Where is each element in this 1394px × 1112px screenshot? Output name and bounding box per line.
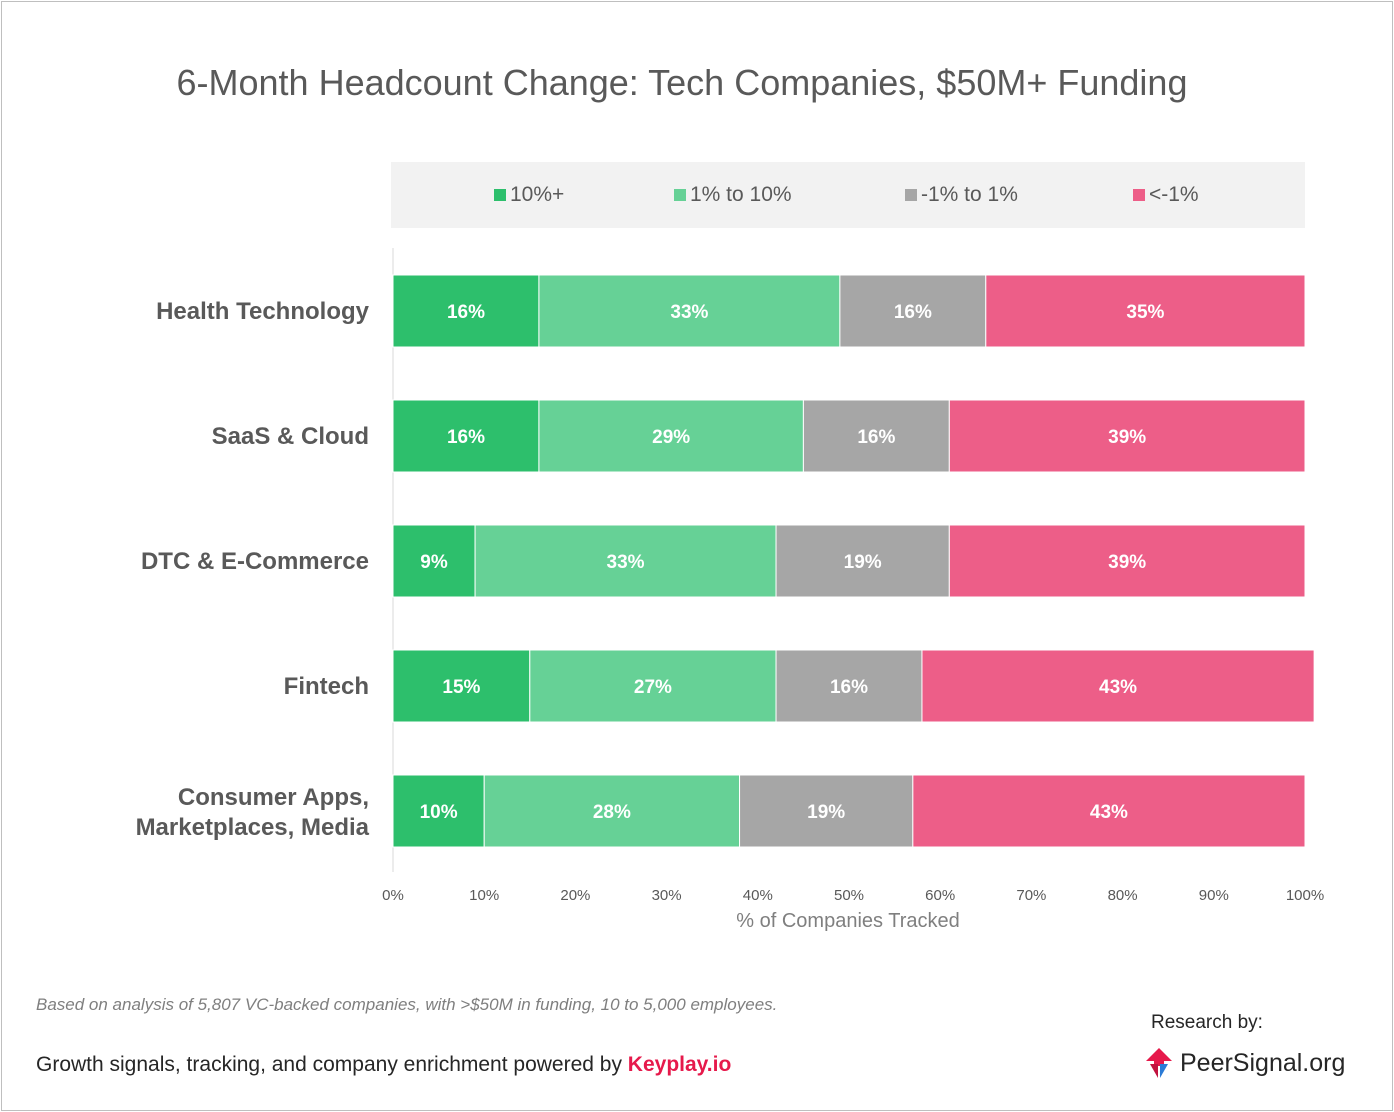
bar-data-label: 19% (844, 552, 882, 573)
legend-item-below-neg1: <-1% (1133, 183, 1199, 207)
legend-swatch-neg1-to-1 (905, 189, 917, 201)
bar-data-label: 16% (894, 302, 932, 323)
bar-segment (474, 524, 777, 598)
x-tick-label: 20% (560, 887, 590, 904)
bar-segment (392, 399, 540, 473)
bar-segment (392, 774, 485, 848)
bar-segment (948, 399, 1306, 473)
legend-item-10-plus: 10%+ (494, 183, 564, 207)
bar-segment (739, 774, 914, 848)
x-tick-label: 0% (382, 887, 404, 904)
bar-segment (802, 399, 950, 473)
bar-segment (985, 274, 1306, 348)
bar-segment (392, 649, 531, 723)
category-label-consumer-apps: Consumer Apps, Marketplaces, Media (135, 784, 369, 841)
x-tick-label: 10% (469, 887, 499, 904)
bar-data-label: 9% (420, 552, 448, 573)
credit-line: Growth signals, tracking, and company en… (36, 1053, 731, 1077)
bar-segment (912, 774, 1306, 848)
x-tick-label: 30% (652, 887, 682, 904)
bar-segment (392, 274, 540, 348)
x-tick-label: 90% (1199, 887, 1229, 904)
legend-label-below-neg1: <-1% (1149, 183, 1199, 206)
bar-segment (538, 274, 841, 348)
category-label-saas-cloud: SaaS & Cloud (211, 423, 369, 450)
peersignal-logo-text: PeerSignal.org (1180, 1048, 1346, 1077)
legend-label-1-to-10: 1% to 10% (690, 183, 792, 206)
bar-data-label: 27% (634, 677, 672, 698)
bar-segment (921, 649, 1315, 723)
category-label-dtc-ecommerce: DTC & E-Commerce (140, 548, 369, 575)
bar-segment (775, 649, 923, 723)
bar-data-label: 43% (1090, 802, 1128, 823)
bar-segment (529, 649, 777, 723)
bar-data-label: 43% (1099, 677, 1137, 698)
bar-data-label: 33% (670, 302, 708, 323)
bar-data-label: 39% (1108, 427, 1146, 448)
bar-data-label: 10% (420, 802, 458, 823)
bar-data-label: 29% (652, 427, 690, 448)
legend-swatch-1-to-10 (674, 189, 686, 201)
x-tick-label: 60% (925, 887, 955, 904)
legend-swatch-below-neg1 (1133, 189, 1145, 201)
bar-data-label: 16% (447, 302, 485, 323)
legend: 10%+ 1% to 10% -1% to 1% <-1% (391, 162, 1305, 228)
bar-data-label: 15% (442, 677, 480, 698)
peersignal-logo[interactable]: PeerSignal.org (1146, 1048, 1345, 1078)
bar-data-label: 39% (1108, 552, 1146, 573)
bar-data-label: 16% (447, 427, 485, 448)
bar-segment (538, 399, 804, 473)
bar-data-label: 16% (857, 427, 895, 448)
credit-text: Growth signals, tracking, and company en… (36, 1053, 628, 1076)
x-tick-label: 80% (1108, 887, 1138, 904)
legend-label-10-plus: 10%+ (510, 183, 565, 206)
category-label-health-technology: Health Technology (156, 298, 369, 325)
peersignal-logo-icon (1146, 1048, 1172, 1078)
x-tick-label: 50% (834, 887, 864, 904)
research-by-label: Research by: (1151, 1012, 1263, 1033)
bar-segment (392, 524, 476, 598)
legend-label-neg1-to-1: -1% to 1% (921, 183, 1018, 206)
legend-item-neg1-to-1: -1% to 1% (905, 183, 1018, 207)
bar-segment (775, 524, 950, 598)
bar-data-label: 28% (593, 802, 631, 823)
bar-segment (839, 274, 987, 348)
category-label-fintech: Fintech (283, 673, 369, 700)
legend-swatch-10-plus (494, 189, 506, 201)
chart-title: 6-Month Headcount Change: Tech Companies… (176, 62, 1188, 103)
keyplay-link[interactable]: Keyplay.io (627, 1053, 732, 1076)
bar-segment (948, 524, 1306, 598)
bar-data-label: 16% (830, 677, 868, 698)
x-tick-label: 40% (743, 887, 773, 904)
bar-data-label: 33% (607, 552, 645, 573)
x-tick-label: 70% (1016, 887, 1046, 904)
footnote: Based on analysis of 5,807 VC-backed com… (36, 995, 778, 1014)
bar-data-label: 35% (1126, 302, 1164, 323)
bar-data-label: 19% (807, 802, 845, 823)
bar-segment (483, 774, 741, 848)
legend-item-1-to-10: 1% to 10% (674, 183, 792, 207)
x-axis-label: % of Companies Tracked (736, 910, 960, 932)
x-tick-label: 100% (1286, 887, 1324, 904)
